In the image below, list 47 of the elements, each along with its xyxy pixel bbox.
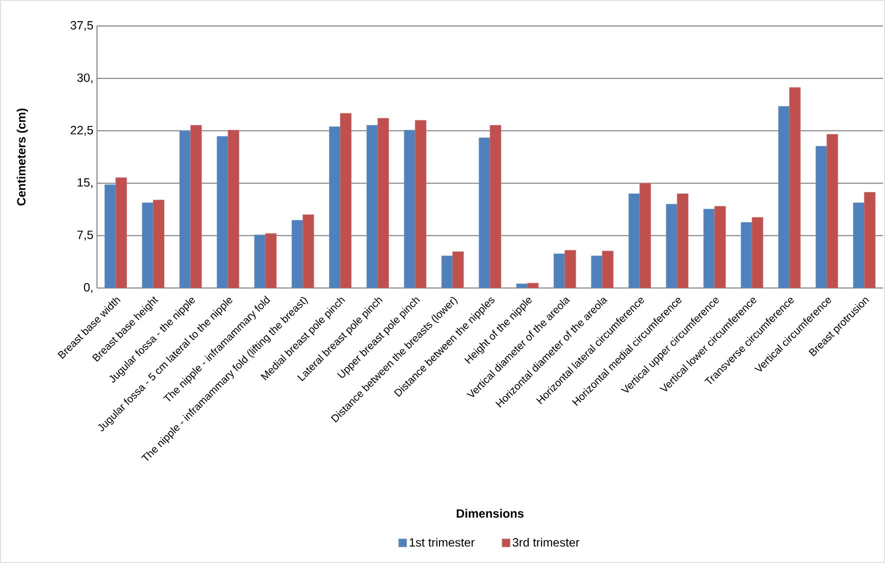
bar <box>340 113 352 288</box>
bar <box>564 250 576 288</box>
bar <box>703 208 715 288</box>
y-tick-label: 22,5 <box>70 126 93 136</box>
bar <box>490 125 502 288</box>
y-axis-title: Centimeters (cm) <box>16 108 28 206</box>
bar <box>216 136 228 288</box>
bar <box>152 200 164 288</box>
bar <box>254 234 266 288</box>
y-tick-label: 30, <box>77 73 92 84</box>
bar <box>591 256 602 288</box>
bar <box>740 222 752 288</box>
y-tick-label: 0, <box>84 283 92 293</box>
bar <box>142 202 154 288</box>
bar <box>292 220 304 288</box>
bar <box>676 193 688 288</box>
bar <box>554 254 566 288</box>
bar <box>179 130 191 288</box>
bar <box>752 217 764 288</box>
bar <box>826 134 838 288</box>
bar <box>628 193 640 288</box>
bar <box>190 125 202 288</box>
bar <box>116 177 127 288</box>
x-axis-title: Dimensions <box>456 508 524 518</box>
y-tick-label: 37,5 <box>70 21 93 31</box>
bar <box>228 130 240 288</box>
y-tick-label: 15, <box>78 178 92 188</box>
bar <box>778 106 790 288</box>
bar <box>864 192 876 288</box>
bar <box>104 184 116 288</box>
bar <box>789 87 801 288</box>
bar <box>666 204 678 288</box>
legend-label: 3rd trimester <box>512 538 580 547</box>
bar <box>816 146 828 288</box>
bar <box>414 120 426 288</box>
y-tick-label: 7,5 <box>77 230 93 240</box>
bar <box>378 118 389 288</box>
bar <box>853 202 864 288</box>
bar <box>640 183 651 288</box>
bar <box>366 125 378 288</box>
bar <box>714 206 726 288</box>
bar <box>302 214 314 288</box>
bar <box>602 250 614 288</box>
bar <box>404 130 416 288</box>
legend-label: 1st trimester <box>410 538 475 547</box>
bar <box>329 126 340 288</box>
bar <box>478 138 490 288</box>
